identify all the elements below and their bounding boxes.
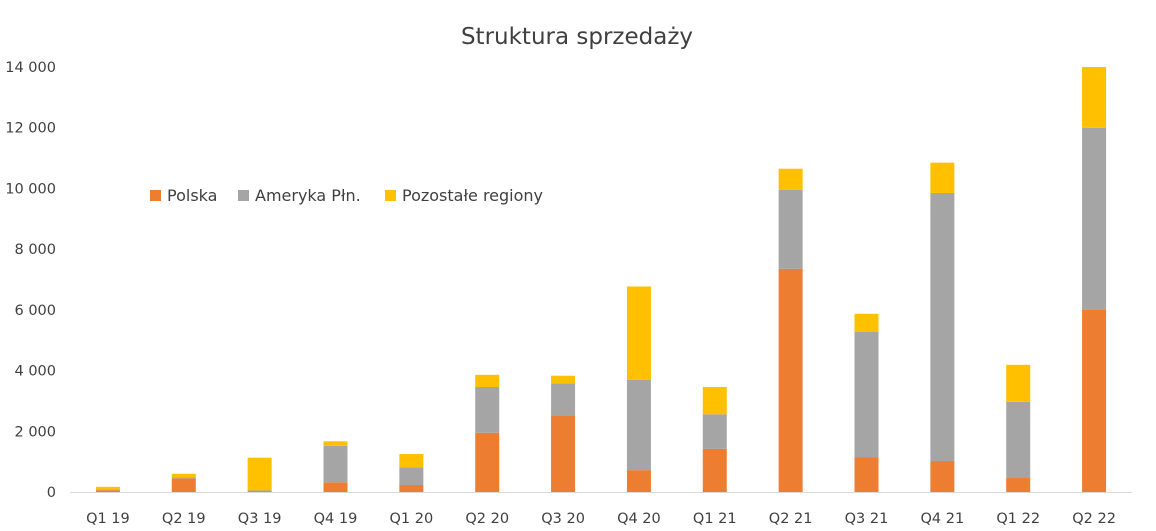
- x-tick-label: Q2 20: [465, 511, 509, 527]
- x-tick-label: Q2 19: [162, 511, 206, 527]
- bar-segment-pozostale: [95, 486, 120, 490]
- x-tick-label: Q3 20: [541, 511, 585, 527]
- bar-segment-polska: [171, 478, 196, 492]
- bar-segment-ameryka: [1082, 127, 1107, 310]
- bar-segment-polska: [1082, 309, 1107, 492]
- bar-segment-pozostale: [930, 162, 955, 193]
- legend-label: Ameryka Płn.: [255, 186, 361, 205]
- bar-segment-ameryka: [551, 383, 576, 416]
- bar-segment-pozostale: [1006, 364, 1031, 402]
- y-tick-label: 10 000: [5, 181, 56, 197]
- bar-segment-ameryka: [702, 414, 727, 449]
- bar-segment-ameryka: [1006, 401, 1031, 479]
- y-tick-label: 0: [47, 485, 56, 501]
- bar-segment-polska: [399, 485, 424, 492]
- bar-segment-pozostale: [626, 286, 651, 380]
- legend-label: Pozostałe regiony: [402, 186, 543, 205]
- y-tick-label: 4 000: [14, 364, 56, 380]
- bar-segment-polska: [323, 482, 348, 492]
- bars-group: [95, 67, 1107, 492]
- bar-segment-polska: [95, 490, 120, 492]
- bar-segment-polska: [1006, 478, 1031, 492]
- bar-segment-polska: [702, 448, 727, 492]
- x-tick-label: Q1 19: [86, 511, 130, 527]
- bar-segment-pozostale: [247, 457, 272, 491]
- bar-segment-polska: [247, 491, 272, 492]
- bar-segment-pozostale: [475, 374, 500, 387]
- legend: Polska Ameryka Płn. Pozostałe regiony: [150, 186, 543, 205]
- y-tick-label: 8 000: [14, 242, 56, 258]
- legend-swatch: [385, 190, 396, 201]
- bar-segment-ameryka: [95, 489, 120, 491]
- bar-segment-ameryka: [399, 467, 424, 486]
- bar-segment-ameryka: [626, 379, 651, 471]
- x-tick-label: Q2 22: [1072, 511, 1116, 527]
- bar-segment-ameryka: [247, 490, 272, 492]
- y-tick-label: 6 000: [14, 303, 56, 319]
- bar-segment-ameryka: [171, 477, 196, 479]
- x-tick-label: Q1 22: [996, 511, 1040, 527]
- bar-segment-ameryka: [323, 445, 348, 483]
- legend-swatch: [150, 190, 161, 201]
- bar-segment-pozostale: [551, 375, 576, 384]
- bar-segment-pozostale: [323, 441, 348, 446]
- bar-segment-ameryka: [778, 189, 803, 269]
- bar-segment-pozostale: [702, 386, 727, 415]
- bar-segment-ameryka: [930, 192, 955, 462]
- bar-segment-pozostale: [171, 473, 196, 478]
- legend-label: Polska: [167, 186, 217, 205]
- bar-segment-pozostale: [854, 313, 879, 333]
- x-tick-label: Q1 21: [693, 511, 737, 527]
- x-tick-label: Q4 20: [617, 511, 661, 527]
- bar-segment-polska: [930, 461, 955, 492]
- bar-segment-polska: [475, 432, 500, 492]
- x-tick-label: Q2 21: [769, 511, 813, 527]
- bar-segment-polska: [626, 470, 651, 492]
- bar-segment-polska: [854, 457, 879, 492]
- y-tick-label: 2 000: [14, 424, 56, 440]
- bar-segment-pozostale: [1082, 67, 1107, 128]
- legend-swatch: [238, 190, 249, 201]
- chart-title: Struktura sprzedaży: [461, 24, 693, 50]
- y-axis: 0 2 000 4 000 6 000 8 000 10 000 12 000 14 000: [5, 60, 56, 501]
- bar-segment-ameryka: [475, 386, 500, 433]
- y-tick-label: 14 000: [5, 60, 56, 76]
- bar-segment-polska: [551, 415, 576, 492]
- x-tick-label: Q3 19: [238, 511, 282, 527]
- x-tick-label: Q4 19: [314, 511, 358, 527]
- bar-segment-pozostale: [399, 454, 424, 468]
- x-tick-label: Q3 21: [845, 511, 889, 527]
- bar-segment-ameryka: [854, 332, 879, 458]
- y-tick-label: 12 000: [5, 121, 56, 137]
- x-axis: Q1 19 Q2 19 Q3 19 Q4 19 Q1 20 Q2 20 Q3 20 Q4 20…: [86, 511, 1116, 527]
- bar-segment-pozostale: [778, 168, 803, 190]
- x-tick-label: Q4 21: [921, 511, 965, 527]
- bar-segment-polska: [778, 268, 803, 492]
- x-tick-label: Q1 20: [390, 511, 434, 527]
